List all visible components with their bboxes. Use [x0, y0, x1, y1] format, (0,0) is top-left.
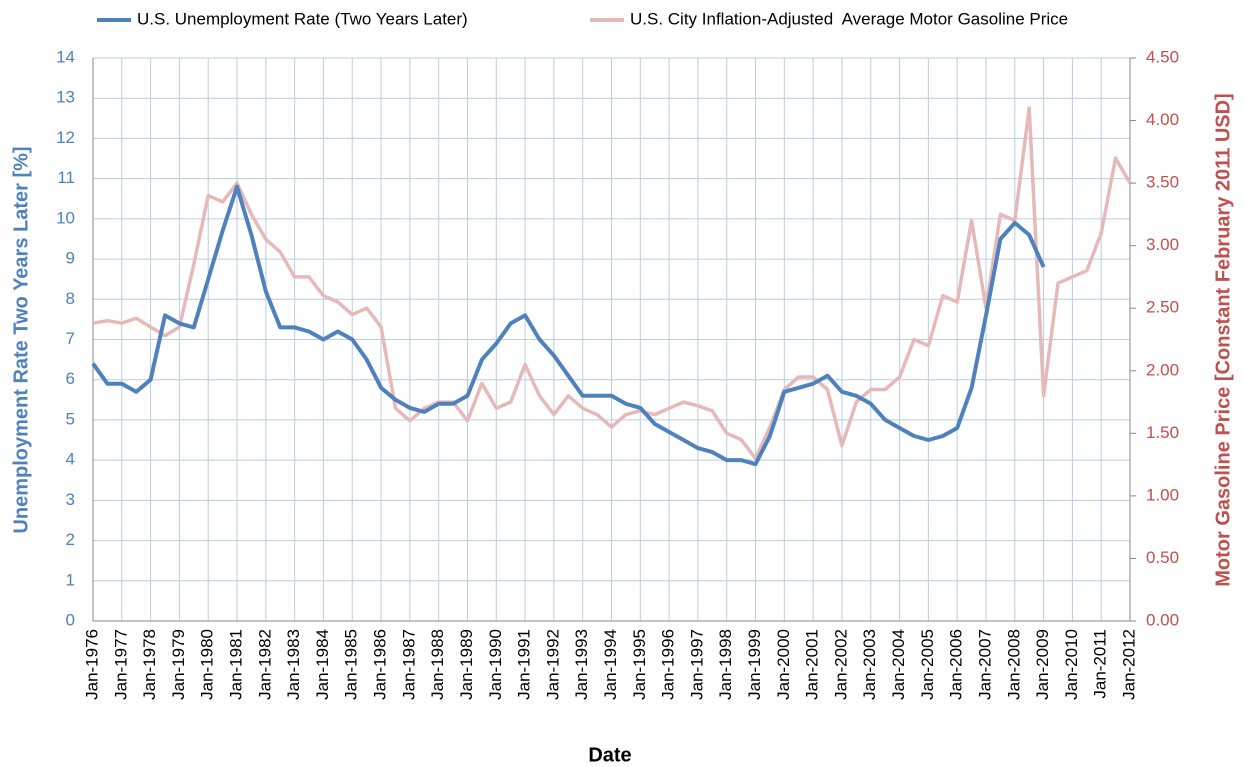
y-tick-label: 9: [66, 249, 75, 268]
x-tick-label: Jan-1991: [515, 629, 534, 700]
x-tick-label: Jan-1984: [313, 629, 332, 700]
y2-tick-label: 3.00: [1146, 235, 1179, 254]
x-tick-label: Jan-2004: [889, 629, 908, 700]
x-tick-label: Jan-1985: [342, 629, 361, 700]
x-tick-label: Jan-1990: [486, 629, 505, 700]
x-tick-label: Jan-1993: [572, 629, 591, 700]
y-tick-label: 7: [66, 329, 75, 348]
x-tick-label: Jan-2009: [1033, 629, 1052, 700]
y-tick-label: 4: [66, 450, 75, 469]
series-line: [92, 106, 1132, 461]
y2-tick-label: 1.50: [1146, 423, 1179, 442]
x-tick-label: Jan-1977: [111, 629, 130, 700]
y2-tick-label: 1.00: [1146, 485, 1179, 504]
x-axis-label: Date: [588, 744, 631, 766]
x-tick-label: Jan-1988: [428, 629, 447, 700]
x-tick-label: Jan-1997: [687, 629, 706, 700]
y2-tick-label: 0.50: [1146, 548, 1179, 567]
y-tick-label: 14: [56, 47, 75, 66]
x-tick-label: Jan-1978: [140, 629, 159, 700]
x-tick-label: Jan-1983: [284, 629, 303, 700]
y-tick-label: 12: [56, 128, 75, 147]
x-tick-label: Jan-2007: [975, 629, 994, 700]
x-tick-label: Jan-1986: [371, 629, 390, 700]
x-tick-label: Jan-2008: [1004, 629, 1023, 700]
y2-tick-label: 2.00: [1146, 360, 1179, 379]
y-tick-label: 13: [56, 88, 75, 107]
y2-axis-label: Motor Gasoline Price [Constant February …: [1212, 93, 1234, 586]
y-tick-label: 11: [57, 168, 75, 187]
x-tick-label: Jan-1999: [745, 629, 764, 700]
y2-tick-label: 4.00: [1146, 110, 1179, 129]
x-tick-label: Jan-1992: [543, 629, 562, 700]
x-tick-label: Jan-2012: [1119, 629, 1138, 700]
x-tick-label: Jan-1998: [716, 629, 735, 700]
x-tick-label: Jan-2000: [774, 629, 793, 700]
y-tick-label: 2: [66, 530, 75, 549]
y-tick-label: 6: [66, 369, 75, 388]
y2-tick-label: 2.50: [1146, 298, 1179, 317]
x-tick-label: Jan-1996: [659, 629, 678, 700]
x-tick-label: Jan-2010: [1062, 629, 1081, 700]
x-tick-label: Jan-1989: [457, 629, 476, 700]
y-tick-label: 3: [66, 490, 75, 509]
x-tick-label: Jan-2006: [947, 629, 966, 700]
y-tick-label: 8: [66, 289, 75, 308]
y-tick-label: 0: [66, 610, 75, 629]
x-tick-label: Jan-2011: [1091, 629, 1110, 699]
y-axis-label: Unemployment Rate Two Years Later [%]: [10, 146, 32, 533]
y2-tick-label: 4.50: [1146, 47, 1179, 66]
x-tick-label: Jan-1979: [169, 629, 188, 700]
y2-tick-label: 0.00: [1146, 610, 1179, 629]
x-tick-label: Jan-1994: [601, 629, 620, 700]
x-tick-label: Jan-2003: [860, 629, 879, 700]
x-tick-label: Jan-1995: [630, 629, 649, 700]
series-line: [91, 184, 1046, 467]
legend-label: U.S. City Inflation-Adjusted Average Mot…: [630, 9, 1068, 28]
y-tick-label: 10: [56, 208, 75, 227]
x-tick-label: Jan-1980: [198, 629, 217, 700]
x-tick-label: Jan-1981: [227, 629, 246, 700]
legend-label: U.S. Unemployment Rate (Two Years Later): [137, 9, 468, 28]
y-tick-label: 5: [66, 409, 75, 428]
y2-tick-label: 3.50: [1146, 173, 1179, 192]
x-tick-label: Jan-2005: [918, 629, 937, 700]
x-tick-label: Jan-1982: [255, 629, 274, 700]
x-tick-label: Jan-2001: [803, 629, 822, 700]
x-tick-label: Jan-2002: [831, 629, 850, 700]
y-tick-label: 1: [66, 570, 75, 589]
x-tick-label: Jan-1976: [82, 629, 101, 700]
x-tick-label: Jan-1987: [399, 629, 418, 700]
